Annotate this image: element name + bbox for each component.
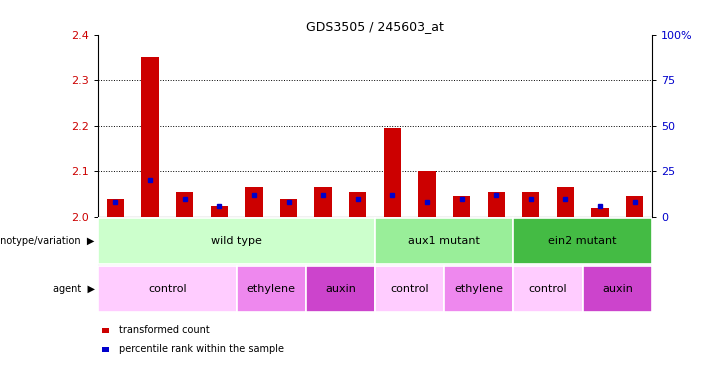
Text: transformed count: transformed count [119, 325, 210, 335]
Bar [237, 266, 306, 312]
Bar [522, 192, 540, 217]
Bar [418, 171, 435, 217]
Bar [583, 266, 652, 312]
Bar [487, 192, 505, 217]
Text: ein2 mutant: ein2 mutant [548, 236, 617, 246]
Text: agent  ▶: agent ▶ [53, 284, 95, 294]
Text: genotype/variation  ▶: genotype/variation ▶ [0, 236, 95, 246]
Bar [375, 218, 514, 264]
Bar [107, 199, 124, 217]
Bar [98, 218, 375, 264]
Bar [626, 197, 644, 217]
Bar [245, 187, 263, 217]
Bar [592, 208, 608, 217]
Bar [453, 197, 470, 217]
Bar [142, 57, 158, 217]
Bar [557, 187, 574, 217]
Bar [383, 128, 401, 217]
Text: auxin: auxin [325, 284, 356, 294]
Bar [176, 192, 193, 217]
Bar [315, 187, 332, 217]
Bar [514, 218, 652, 264]
Bar [514, 266, 583, 312]
Bar [280, 199, 297, 217]
Bar [210, 205, 228, 217]
Title: GDS3505 / 245603_at: GDS3505 / 245603_at [306, 20, 444, 33]
Bar [444, 266, 514, 312]
Text: percentile rank within the sample: percentile rank within the sample [119, 344, 284, 354]
Text: ethylene: ethylene [247, 284, 296, 294]
Text: auxin: auxin [602, 284, 633, 294]
Bar [349, 192, 367, 217]
Text: control: control [148, 284, 186, 294]
Bar [98, 266, 237, 312]
Text: control: control [529, 284, 567, 294]
Bar [306, 266, 375, 312]
Text: ethylene: ethylene [454, 284, 503, 294]
Bar [375, 266, 444, 312]
Text: aux1 mutant: aux1 mutant [408, 236, 480, 246]
Text: wild type: wild type [211, 236, 262, 246]
Text: control: control [390, 284, 429, 294]
